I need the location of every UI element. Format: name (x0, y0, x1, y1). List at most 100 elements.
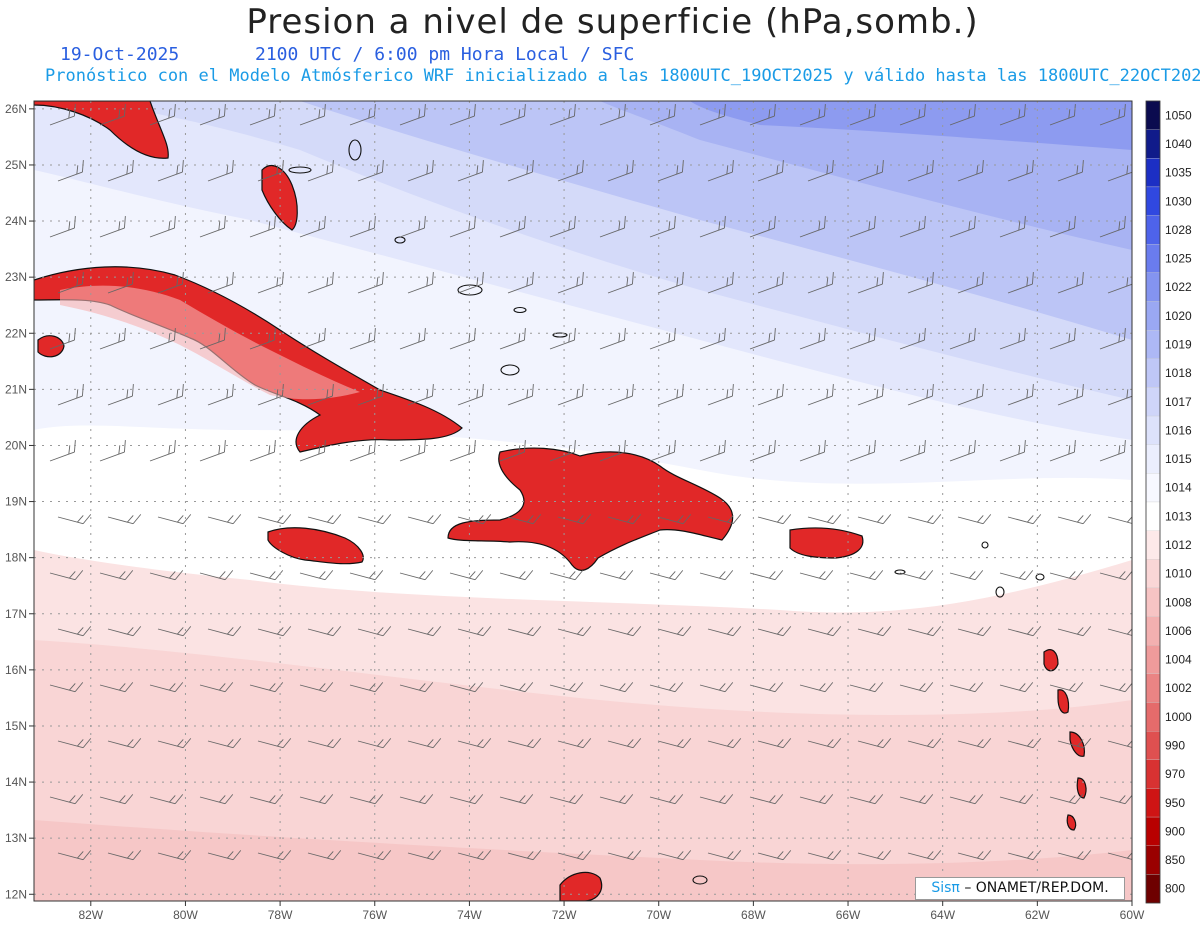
colorbar-label: 1016 (1165, 423, 1192, 437)
colorbar-label: 900 (1165, 824, 1185, 838)
wind-barb (399, 794, 434, 805)
wind-barb (699, 216, 726, 238)
wind-barb (199, 570, 234, 581)
wind-barb (557, 272, 584, 294)
lon-label: 60W (1120, 908, 1145, 922)
wind-barb (57, 850, 92, 861)
wind-barb (157, 514, 192, 525)
plot-frame (33, 100, 1133, 902)
wind-barb (199, 794, 234, 805)
wind-barb (757, 626, 792, 637)
wind-barb (599, 328, 626, 350)
st-lucia-island (1076, 777, 1087, 799)
lat-label: 18N (5, 551, 27, 565)
wind-barb (407, 514, 442, 525)
wind-barb (999, 328, 1026, 350)
cuba-low-elev (60, 285, 360, 400)
wind-barb (357, 514, 392, 525)
wind-barb (1057, 738, 1092, 749)
longitude-labels: 82W 80W 78W 76W 74W 72W 70W 68W 66W 64W 62W 60W (78, 908, 1145, 922)
wind-barb (1049, 216, 1076, 238)
wind-barb (149, 570, 184, 581)
wind-barb (507, 160, 534, 182)
wind-barb (57, 160, 84, 182)
wind-barb (107, 738, 142, 749)
wind-barb (549, 216, 576, 238)
colorbar-swatch (1145, 587, 1161, 617)
wind-barb (207, 160, 234, 182)
wind-barb (407, 626, 442, 637)
wind-barb (1057, 514, 1092, 525)
model-subtitle: Pronóstico con el Modelo Atmósferico WRF… (45, 66, 1200, 86)
wind-barb (207, 384, 234, 406)
wind-barb (1049, 682, 1084, 693)
wind-barb (807, 626, 842, 637)
lon-label: 64W (930, 908, 955, 922)
wind-barb (307, 514, 342, 525)
wind-barb (549, 440, 576, 462)
wind-barb (557, 626, 592, 637)
lon-label: 70W (646, 908, 671, 922)
lat-label: 15N (5, 719, 27, 733)
wind-barb (557, 160, 584, 182)
wind-barb (1049, 328, 1076, 350)
wind-barb (707, 850, 742, 861)
colorbar-label: 1004 (1165, 653, 1192, 667)
wind-barb (399, 104, 426, 126)
wind-barb (1057, 626, 1092, 637)
colorbar-swatch (1145, 358, 1161, 388)
wind-barb (449, 570, 484, 581)
cay-outline (457, 284, 483, 296)
wind-barb (1007, 850, 1042, 861)
wind-barb (357, 738, 392, 749)
wind-barb (607, 850, 642, 861)
cay-outline (348, 139, 362, 161)
wind-barb (399, 216, 426, 238)
martinique-island (1069, 731, 1085, 757)
colorbar-label: 950 (1165, 796, 1185, 810)
wind-barb (707, 514, 742, 525)
lat-label: 23N (5, 270, 27, 284)
wind-barb (1057, 160, 1084, 182)
wind-barb (1107, 851, 1132, 861)
wind-barb (807, 384, 834, 406)
wind-barb (249, 440, 276, 462)
wind-barb (699, 682, 734, 693)
wind-barb (749, 216, 776, 238)
wind-barb (157, 738, 192, 749)
wind-barb (799, 682, 834, 693)
wind-barb (907, 272, 934, 294)
colorbar-swatch (1145, 272, 1161, 302)
wind-barb (349, 570, 384, 581)
colorbar-label: 1050 (1165, 108, 1192, 122)
colorbar-swatch (1145, 759, 1161, 789)
colorbar-swatch (1145, 329, 1161, 359)
sispi-logo: Sisπ (931, 880, 960, 896)
wind-barb (907, 738, 942, 749)
colorbar-swatch (1145, 244, 1161, 274)
wind-barb (699, 328, 726, 350)
wind-barb (899, 440, 926, 462)
colorbar-swatch (1145, 788, 1161, 818)
wind-barb (649, 682, 684, 693)
wind-barb (357, 160, 384, 182)
forecast-date: 19-Oct-2025 (60, 44, 180, 65)
colorbar-swatch (1145, 616, 1161, 646)
wind-barb (657, 514, 692, 525)
lon-label: 82W (78, 908, 103, 922)
lon-label: 74W (457, 908, 482, 922)
wind-barb (1007, 626, 1042, 637)
wind-barb (1049, 104, 1076, 126)
wind-barb (49, 216, 76, 238)
wind-barb (857, 850, 892, 861)
lon-label: 62W (1025, 908, 1050, 922)
wind-barb (557, 850, 592, 861)
wind-barb (649, 216, 676, 238)
wind-barb (307, 384, 334, 406)
wind-barb (1099, 104, 1126, 126)
wind-barb (607, 738, 642, 749)
wind-barb (399, 440, 426, 462)
hispaniola-island (447, 447, 734, 571)
guadeloupe-island (1043, 649, 1059, 672)
wind-barb (957, 514, 992, 525)
